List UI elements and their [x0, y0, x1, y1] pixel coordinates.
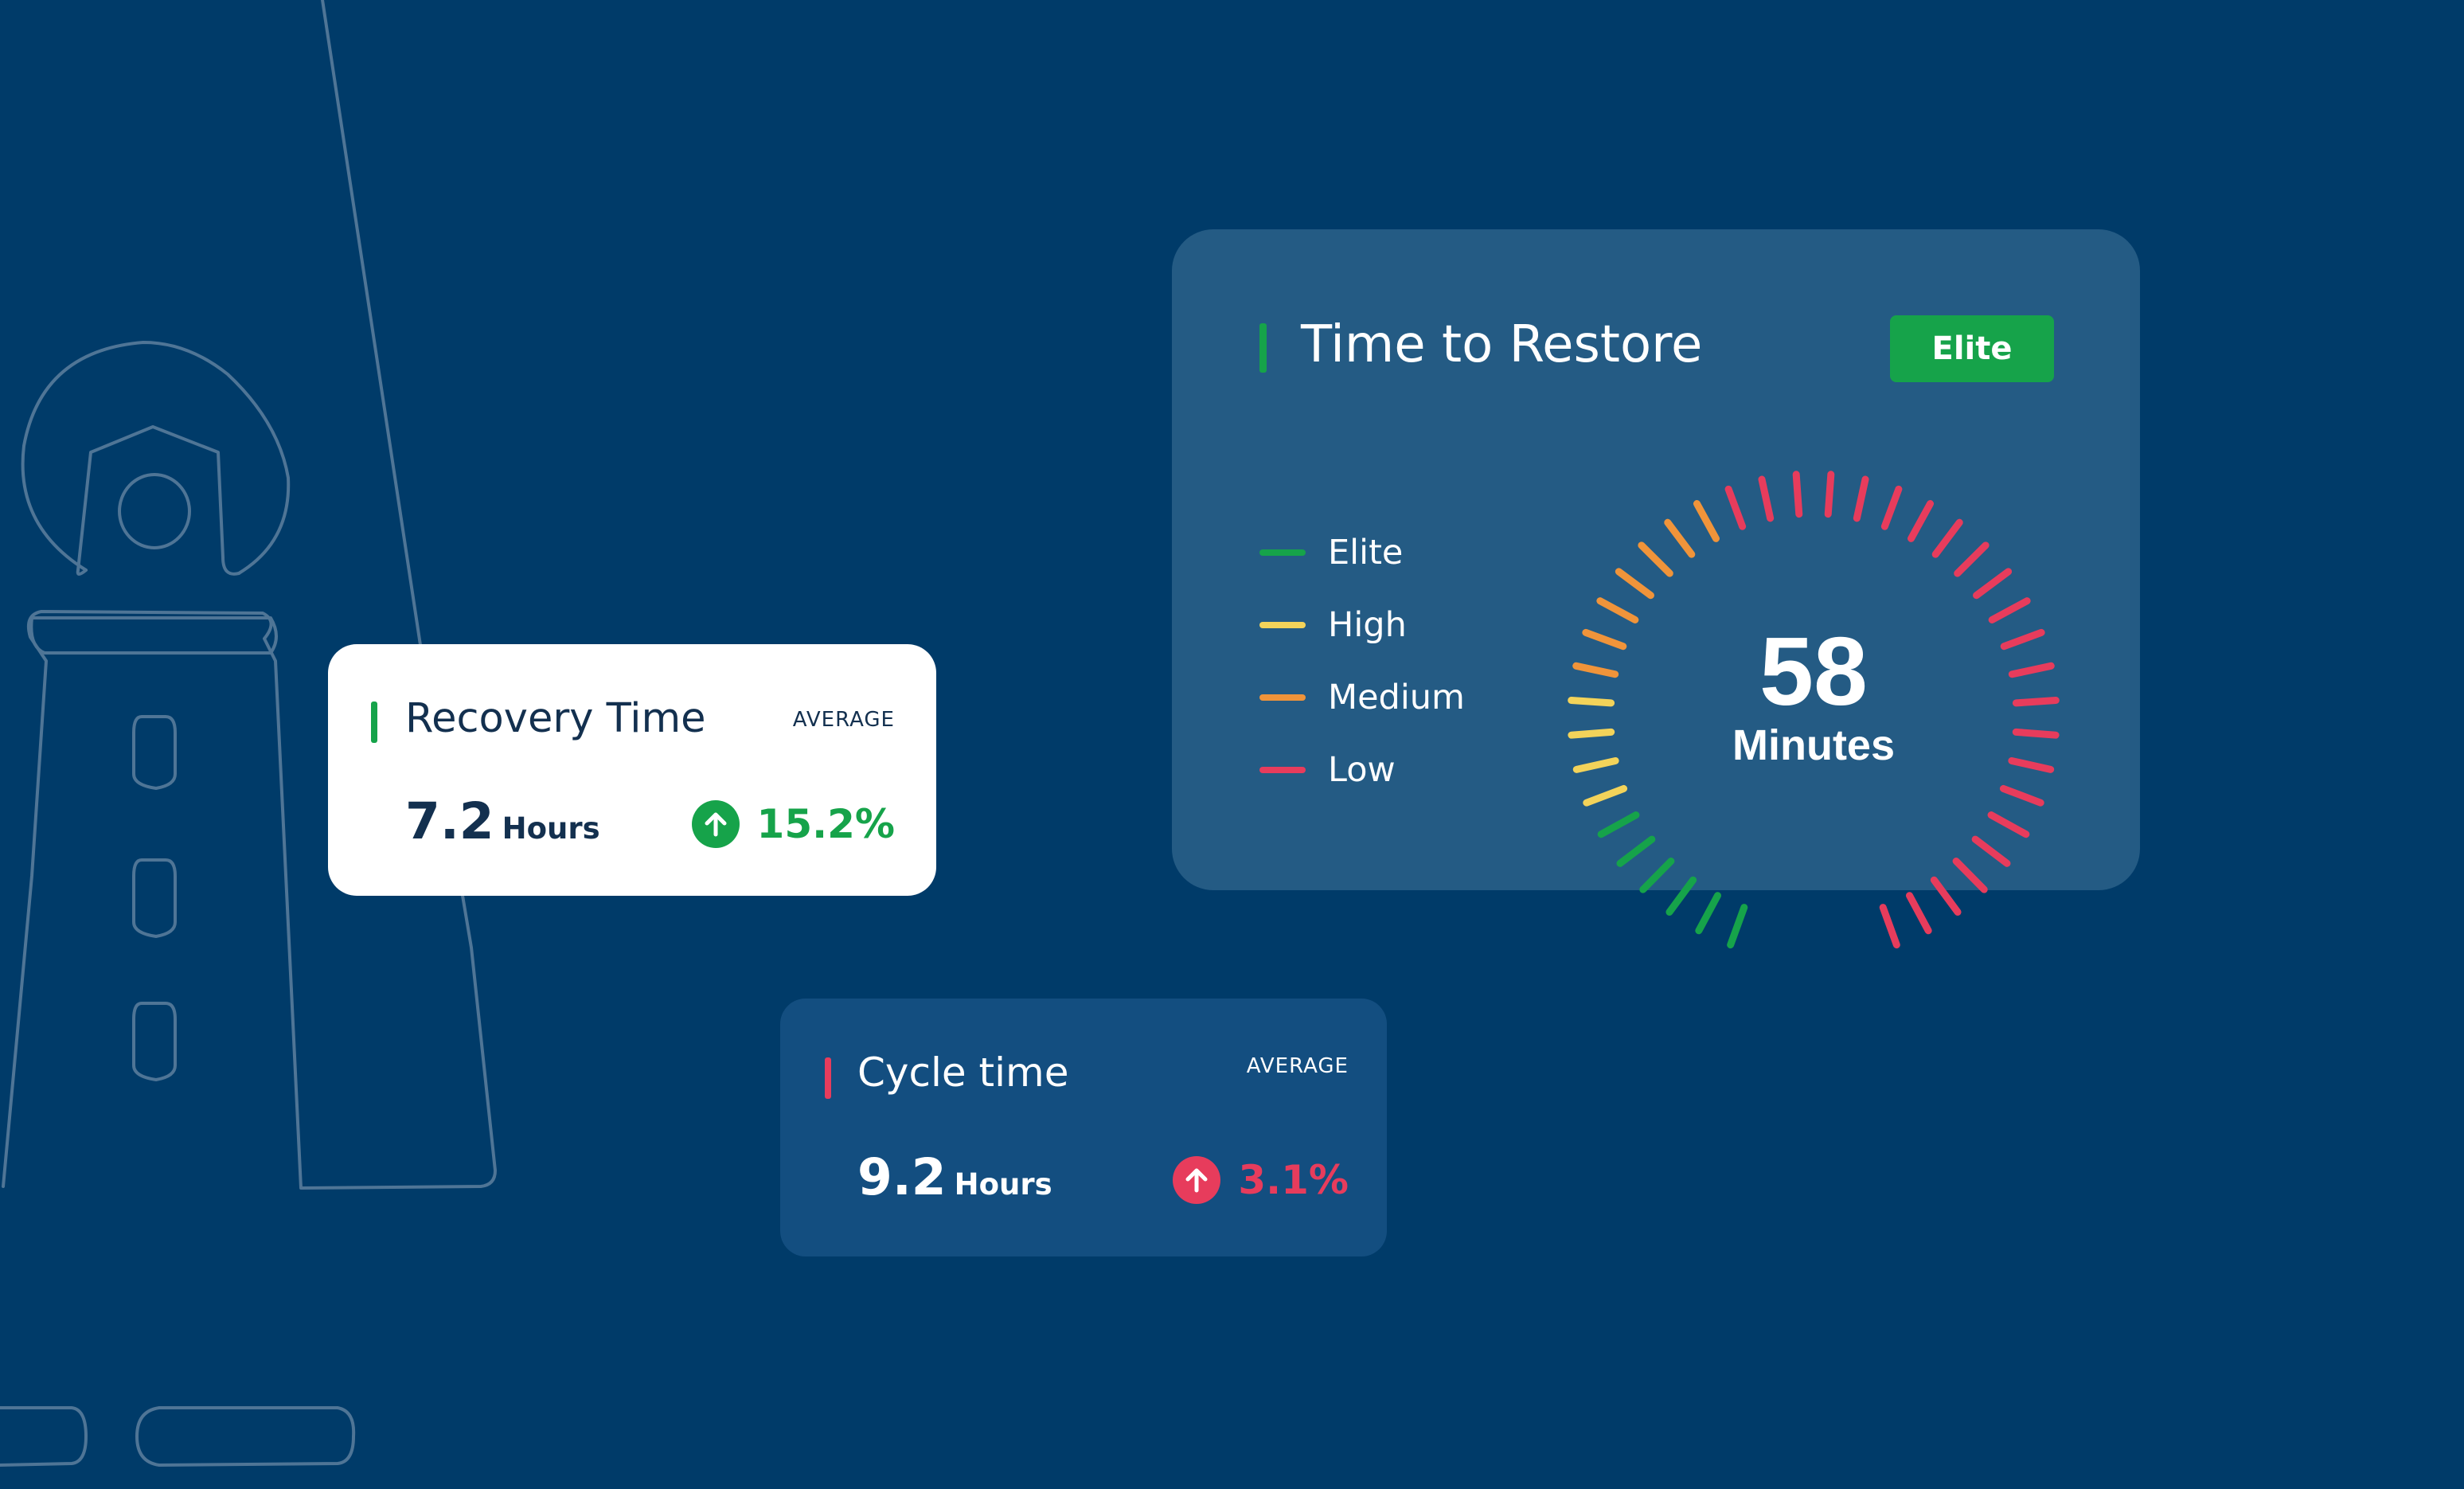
gauge-tick [2000, 628, 2045, 651]
gauge-tick [1879, 904, 1900, 949]
performance-badge: Elite [1890, 315, 2054, 382]
gauge-tick [1639, 858, 1675, 893]
legend-label: Elite [1328, 532, 1404, 573]
accent-bar [1259, 323, 1267, 373]
gauge-tick [1596, 597, 1639, 623]
gauge-tick [1693, 500, 1720, 542]
gauge-tick [1664, 518, 1696, 558]
change-percent: 3.1% [1238, 1157, 1349, 1203]
gauge-value: 58 [1759, 617, 1868, 725]
accent-bar [371, 702, 377, 743]
arrow-up-icon [691, 800, 740, 848]
gauge-tick [1615, 568, 1654, 600]
gauge-tick [1988, 597, 2031, 623]
average-label: AVERAGE [1246, 1054, 1349, 1078]
gauge-tick [1931, 518, 1963, 558]
legend-swatch [1259, 694, 1306, 701]
trend-indicator: 15.2% [691, 800, 895, 848]
legend-item-high: High [1259, 588, 1465, 661]
gauge-tick [1880, 485, 1903, 530]
value-number: 9.2 [857, 1148, 947, 1206]
gauge-tick [1695, 892, 1721, 935]
card-title: Time to Restore [1301, 315, 1703, 374]
trend-indicator: 3.1% [1173, 1156, 1349, 1204]
gauge-tick [1597, 811, 1640, 838]
recovery-time-card: Recovery Time AVERAGE 7.2 Hours 15.2% [328, 644, 936, 896]
legend-swatch [1259, 621, 1306, 628]
metric-value: 7.2 Hours [405, 792, 600, 850]
legend-item-medium: Medium [1259, 661, 1465, 733]
gauge-tick [1930, 876, 1962, 916]
gauge-tick [1987, 811, 2030, 838]
gauge-tick [1572, 756, 1619, 773]
gauge-tick [1758, 475, 1775, 522]
change-percent: 15.2% [756, 801, 895, 847]
legend-item-low: Low [1259, 733, 1465, 806]
legend-label: High [1328, 604, 1407, 645]
gauge-tick [1616, 835, 1656, 867]
gauge-tick [1568, 728, 1615, 739]
gauge-tick [1665, 876, 1697, 916]
arrow-up-icon [1173, 1156, 1221, 1204]
gauge-tick [1999, 784, 2044, 807]
gauge-tick [1908, 500, 1935, 542]
gauge-tick [1973, 568, 2013, 600]
gauge-unit: Minutes [1732, 721, 1895, 769]
card-title: Cycle time [857, 1049, 1069, 1096]
accent-bar [825, 1057, 831, 1099]
gauge-tick [1952, 858, 1988, 893]
gauge-ticks [1568, 471, 2060, 949]
gauge-tick [1568, 697, 1615, 707]
gauge-tick [1727, 904, 1748, 949]
gauge-tick [1583, 784, 1628, 807]
metric-value: 9.2 Hours [857, 1148, 1052, 1206]
value-unit: Hours [502, 811, 600, 846]
gauge-tick [1638, 541, 1673, 577]
gauge-tick [1792, 471, 1803, 518]
legend-label: Medium [1328, 677, 1465, 717]
value-number: 7.2 [405, 792, 494, 850]
average-label: AVERAGE [792, 708, 895, 732]
gauge-tick [1572, 662, 1619, 678]
gauge-tick [1824, 471, 1835, 518]
gauge-tick [1724, 485, 1747, 530]
legend-swatch [1259, 766, 1306, 773]
legend-label: Low [1328, 749, 1396, 790]
gauge-tick [2012, 697, 2060, 707]
card-title: Recovery Time [405, 695, 706, 742]
gauge-tick [2008, 756, 2055, 773]
gauge-tick [1853, 475, 1869, 522]
gauge-tick [1971, 835, 2011, 867]
legend-swatch [1259, 549, 1306, 556]
gauge-tick [1954, 541, 1990, 577]
gauge-tick [1582, 628, 1627, 651]
value-unit: Hours [954, 1167, 1052, 1202]
gauge-tick [1906, 892, 1932, 935]
gauge-tick [2008, 662, 2055, 678]
cycle-time-card: Cycle time AVERAGE 9.2 Hours 3.1% [780, 999, 1387, 1256]
gauge-legend: Elite High Medium Low [1259, 516, 1465, 806]
legend-item-elite: Elite [1259, 516, 1465, 588]
gauge-tick [2012, 728, 2060, 739]
